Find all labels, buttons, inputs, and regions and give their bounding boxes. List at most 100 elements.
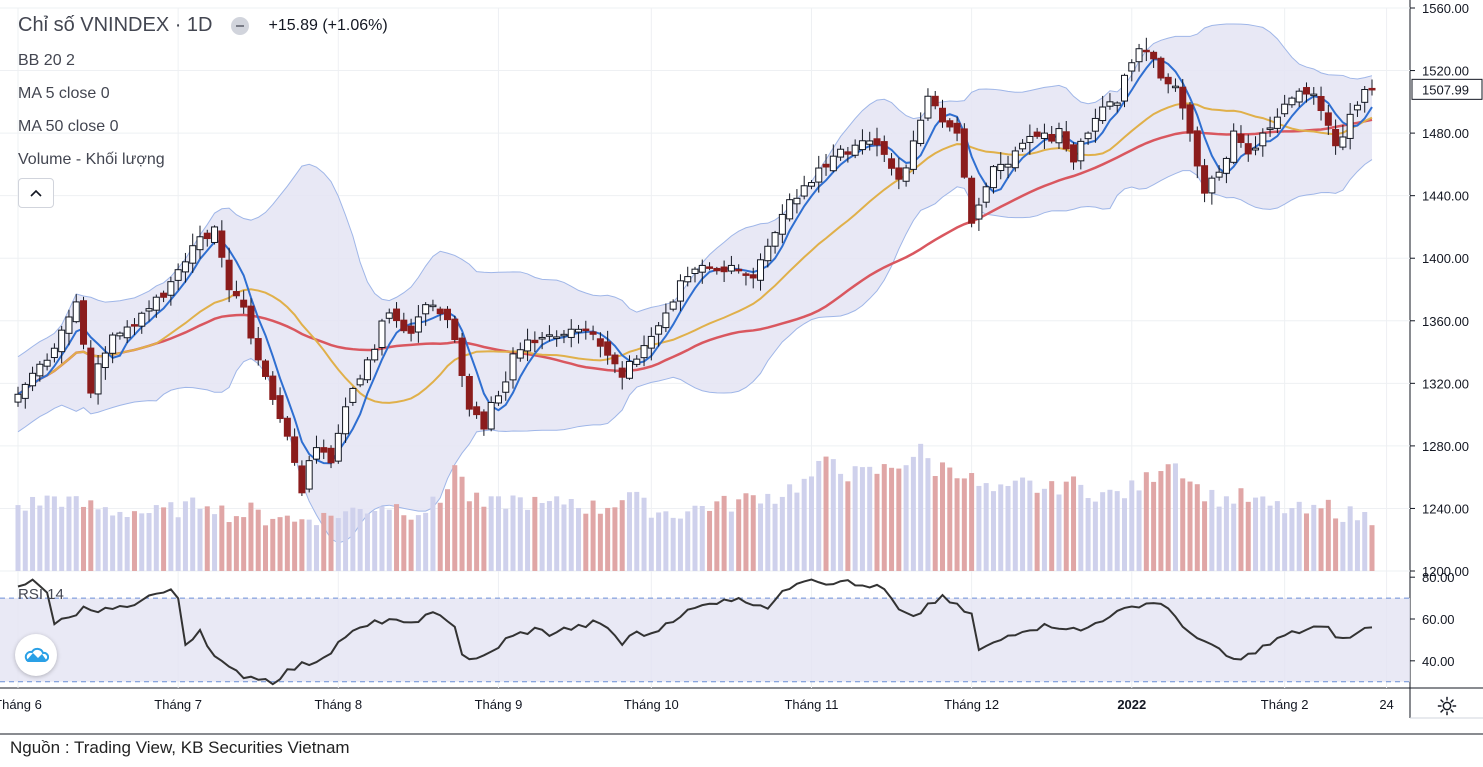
volume-bar [386, 509, 392, 571]
volume-bar [372, 511, 378, 571]
candle-body [36, 363, 44, 377]
volume-bar [444, 489, 450, 571]
volume-bar [1282, 513, 1288, 571]
candle-body [298, 465, 306, 494]
volume-bar [568, 498, 574, 571]
price-tick-label: 1320.00 [1422, 376, 1469, 391]
candle-body [582, 328, 590, 332]
time-label: Tháng 6 [0, 697, 42, 712]
volume-bar [1180, 478, 1186, 571]
gear-icon[interactable] [1436, 695, 1458, 717]
minus-icon[interactable] [230, 16, 249, 35]
candle-body [1332, 129, 1340, 147]
candle-body [1324, 112, 1332, 126]
volume-bar [1158, 471, 1164, 571]
volume-bar [146, 513, 152, 571]
candle-body [189, 245, 197, 264]
candle-body [997, 163, 1005, 172]
time-label: Tháng 2 [1261, 697, 1309, 712]
tradingview-logo[interactable] [15, 634, 57, 676]
time-label: Tháng 7 [154, 697, 202, 712]
volume-bar [44, 495, 50, 571]
volume-bar [1151, 481, 1157, 571]
volume-bar [219, 505, 225, 571]
candle-body [742, 273, 750, 276]
volume-bar [808, 476, 814, 571]
volume-bar [153, 505, 159, 571]
volume-bar [554, 496, 560, 571]
candle-body [1033, 131, 1041, 137]
candle-body [1339, 136, 1347, 148]
candle-body [1230, 130, 1238, 163]
candle-body [625, 360, 633, 379]
volume-bar [15, 505, 21, 571]
candle-body [545, 334, 553, 337]
candle-body [254, 338, 262, 361]
indicator-ma50[interactable]: MA 50 close 0 [18, 118, 119, 135]
candle-body [1011, 150, 1019, 169]
candle-body [1193, 130, 1201, 167]
volume-bar [1347, 506, 1353, 571]
candle-body [866, 140, 874, 145]
candle-body [706, 266, 714, 269]
candle-body [247, 305, 255, 339]
candle-body [720, 266, 728, 273]
price-tick-label: 1360.00 [1422, 314, 1469, 329]
volume-bar [867, 466, 873, 571]
candle-body [917, 119, 925, 144]
candle-body [560, 333, 568, 337]
candle-body [1222, 157, 1230, 174]
candle-body [240, 299, 248, 308]
candle-body [50, 347, 58, 359]
volume-bar [1260, 496, 1266, 571]
volume-bar [1078, 484, 1084, 571]
candle-body [931, 95, 939, 107]
price-tick-label: 1520.00 [1422, 64, 1469, 79]
candle-body [1026, 135, 1034, 143]
volume-bar [1289, 508, 1295, 571]
candle-body [378, 320, 386, 348]
volume-bar [539, 502, 545, 571]
candle-body [152, 296, 160, 311]
candle-body [203, 232, 211, 240]
volume-bar [1216, 506, 1222, 571]
indicator-bb[interactable]: BB 20 2 [18, 52, 75, 69]
candle-body [735, 268, 743, 272]
candle-body [757, 259, 765, 281]
volume-bar [1274, 501, 1280, 571]
indicator-volume[interactable]: Volume - Khối lượng [18, 151, 165, 168]
volume-bar [1121, 498, 1127, 571]
candle-body [393, 308, 401, 322]
volume-bar [1311, 504, 1317, 571]
collapse-legend-button[interactable] [18, 178, 54, 208]
volume-bar [612, 507, 618, 571]
rsi-label[interactable]: RSI 14 [18, 586, 64, 603]
candle-body [1128, 62, 1136, 72]
candle-body [844, 151, 852, 155]
candle-body [80, 300, 88, 345]
time-label: Tháng 10 [624, 697, 679, 712]
candle-body [385, 312, 393, 319]
volume-bar [801, 478, 807, 571]
candle-body [342, 406, 350, 435]
volume-bar [212, 514, 218, 571]
volume-bar [335, 518, 341, 571]
candle-body [305, 460, 313, 490]
volume-bar [1369, 525, 1375, 571]
volume-bar [364, 513, 370, 571]
volume-bar [22, 510, 28, 571]
candle-body [1164, 76, 1172, 85]
volume-bar [1209, 489, 1215, 571]
candle-body [1019, 142, 1027, 150]
candle-body [218, 230, 226, 258]
candle-body [407, 325, 415, 334]
indicator-ma5[interactable]: MA 5 close 0 [18, 85, 110, 102]
candle-body [837, 148, 845, 158]
candle-body [1244, 143, 1252, 155]
price-tick-label: 1200.00 [1422, 564, 1469, 579]
volume-bar [255, 509, 261, 571]
last-price-box [1411, 78, 1483, 100]
volume-bar [816, 460, 822, 571]
volume-bar [961, 478, 967, 571]
